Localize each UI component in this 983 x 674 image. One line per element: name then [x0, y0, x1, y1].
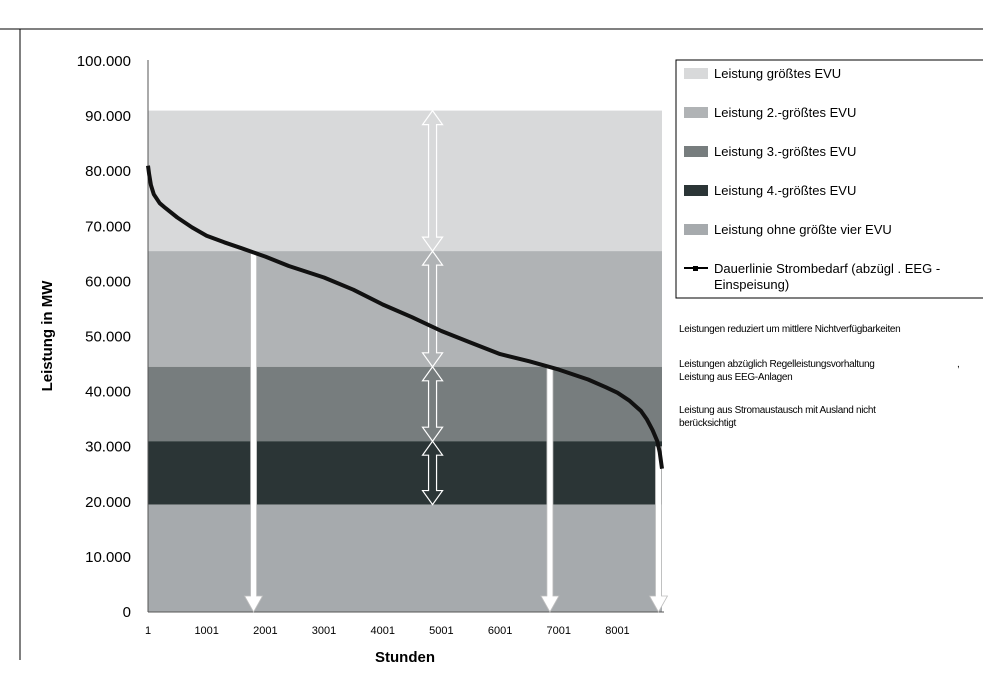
- arrow-layer: [243, 109, 669, 613]
- legend-swatch: [684, 224, 708, 235]
- legend-swatch: [684, 185, 708, 196]
- legend-label: Dauerlinie Strombedarf (abzügl . EEG -: [714, 261, 940, 276]
- curve-layer: [146, 165, 664, 469]
- x-tick-label: 7001: [547, 625, 571, 637]
- y-tick-label: 90.000: [85, 108, 131, 125]
- y-tick-label: 80.000: [85, 163, 131, 180]
- down-arrow-2: [540, 366, 560, 613]
- y-tick-label: 0: [123, 604, 131, 621]
- legend-swatch: [684, 107, 708, 118]
- y-axis-title: Leistung in MW: [39, 280, 56, 392]
- x-tick-label: 1: [145, 625, 151, 637]
- x-tick-label: 1001: [194, 625, 218, 637]
- legend-label: Leistung 2.-größtes EVU: [714, 105, 856, 120]
- y-tick-label: 100.000: [77, 53, 131, 70]
- legend-label: Leistung ohne größte vier EVU: [714, 222, 892, 237]
- x-tick-label: 2001: [253, 625, 277, 637]
- band-4: [148, 441, 662, 505]
- legend-swatch: [684, 68, 708, 79]
- note-text: Leistungen abzüglich Regelleistungsvorha…: [679, 359, 875, 370]
- y-tick-labels: 0 10.000 20.000 30.000 40.000 50.000 60.000 70.…: [77, 53, 131, 621]
- y-tick-label: 20.000: [85, 494, 131, 511]
- legend-items: Leistung größtes EVU Leistung 2.-größtes …: [684, 66, 940, 292]
- y-tick-label: 60.000: [85, 273, 131, 290]
- x-tick-label: 4001: [370, 625, 394, 637]
- x-axis-title: Stunden: [375, 649, 435, 666]
- note-text: Leistungen reduziert um mittlere Nichtve…: [679, 324, 900, 335]
- legend-box: [675, 59, 983, 299]
- legend-line-marker: [693, 266, 698, 271]
- note-text: berücksichtigt: [679, 418, 736, 429]
- x-tick-label: 3001: [312, 625, 336, 637]
- y-tick-label: 70.000: [85, 218, 131, 235]
- legend: Leistung größtes EVU Leistung 2.-größtes …: [675, 59, 983, 299]
- legend-label: Leistung 3.-größtes EVU: [714, 144, 856, 159]
- duration-curve: [146, 165, 664, 469]
- y-tick-label: 10.000: [85, 549, 131, 566]
- double-arrow-4: [421, 440, 444, 506]
- y-tick-label: 40.000: [85, 384, 131, 401]
- y-tick-label: 30.000: [85, 439, 131, 456]
- band-3: [148, 366, 662, 442]
- legend-label: Leistung größtes EVU: [714, 66, 841, 81]
- axes: [147, 60, 664, 613]
- band-layer: [148, 110, 662, 612]
- x-tick-labels: 1 1001 2001 3001 4001 5001 6001 7001 8001: [145, 625, 630, 637]
- x-tick-label: 8001: [605, 625, 629, 637]
- band-5: [148, 504, 662, 612]
- note-text: Leistung aus Stromaustausch mit Ausland …: [679, 405, 876, 416]
- note-comma: ,: [957, 359, 959, 370]
- notes: Leistungen reduziert um mittlere Nichtve…: [679, 324, 960, 429]
- legend-label: Leistung 4.-größtes EVU: [714, 183, 856, 198]
- x-tick-label: 6001: [488, 625, 512, 637]
- legend-swatch: [684, 146, 708, 157]
- note-text: Leistung aus EEG-Anlagen: [679, 372, 792, 383]
- down-arrow-3: [648, 446, 669, 613]
- y-tick-label: 50.000: [85, 329, 131, 346]
- x-tick-label: 5001: [429, 625, 453, 637]
- band-1: [148, 110, 662, 252]
- legend-label: Einspeisung): [714, 277, 789, 292]
- down-arrow-1: [243, 252, 264, 613]
- band-2: [148, 251, 662, 367]
